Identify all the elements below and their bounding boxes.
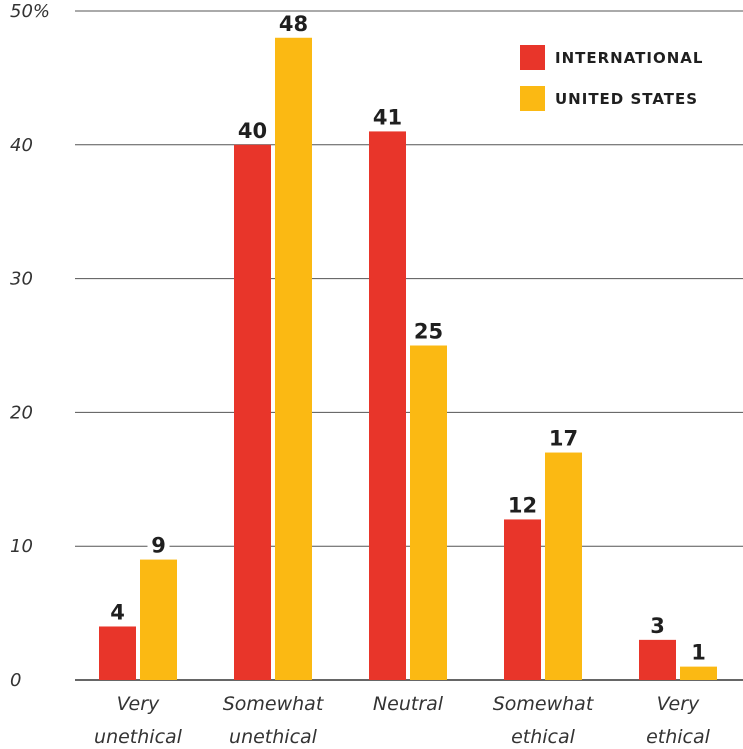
category-label: ethical	[646, 726, 711, 748]
y-tick-label: 40	[10, 135, 33, 156]
data-label: 3	[650, 614, 665, 638]
y-tick-label: 50%	[10, 1, 50, 22]
category-label: unethical	[94, 726, 183, 748]
data-label: 48	[279, 12, 308, 36]
legend-label: UNITED STATES	[555, 90, 698, 108]
data-label-bg	[106, 600, 129, 624]
legend-swatch	[520, 86, 545, 111]
category-label: Very	[657, 693, 700, 715]
data-label-bg	[646, 613, 669, 637]
data-label-bg	[369, 105, 406, 129]
data-label: 40	[238, 119, 267, 143]
y-axis-ticks: 0 10 20 30 40 50%	[10, 1, 50, 691]
y-tick-label: 20	[10, 402, 33, 423]
data-label: 1	[691, 641, 706, 665]
data-label-bg	[545, 426, 582, 450]
category-label: Somewhat	[493, 693, 595, 715]
data-labels: 4 9 40 48 41 25 12 17 3 1	[106, 11, 710, 665]
category-label: Somewhat	[223, 693, 325, 715]
bar-international	[504, 519, 541, 680]
bar-international	[99, 626, 136, 680]
bar-international	[234, 144, 271, 681]
y-tick-label: 0	[10, 670, 21, 691]
y-tick-label: 30	[10, 269, 33, 290]
data-label: 9	[151, 534, 166, 558]
bar-united-states	[680, 666, 717, 680]
legend-swatch	[520, 45, 545, 70]
bar-international	[639, 639, 676, 680]
data-label: 41	[373, 105, 402, 129]
legend-label: INTERNATIONAL	[555, 49, 703, 67]
bars	[99, 37, 717, 681]
data-label: 12	[508, 493, 537, 517]
data-label: 25	[414, 320, 443, 344]
bar-united-states	[275, 37, 312, 680]
category-label: Neutral	[373, 693, 444, 715]
data-label: 4	[110, 600, 125, 624]
category-label: ethical	[511, 726, 576, 748]
y-tick-label: 10	[10, 536, 33, 557]
data-label-bg	[147, 533, 170, 557]
data-label: 17	[549, 427, 578, 451]
data-label-bg	[687, 640, 710, 664]
data-label-bg	[504, 493, 541, 517]
category-label: Very	[117, 693, 160, 715]
bar-united-states	[410, 345, 447, 680]
data-label-bg	[234, 118, 271, 142]
category-label: unethical	[229, 726, 318, 748]
data-label-bg	[275, 11, 312, 35]
legend-background	[512, 36, 742, 118]
data-label-bg	[410, 319, 447, 343]
legend: INTERNATIONAL UNITED STATES	[512, 36, 742, 118]
x-axis-categories: Very unethical Somewhat unethical Neutral Som…	[94, 693, 711, 748]
bar-united-states	[140, 559, 177, 680]
bar-united-states	[545, 452, 582, 680]
gridlines	[75, 10, 743, 681]
bar-international	[369, 131, 406, 681]
